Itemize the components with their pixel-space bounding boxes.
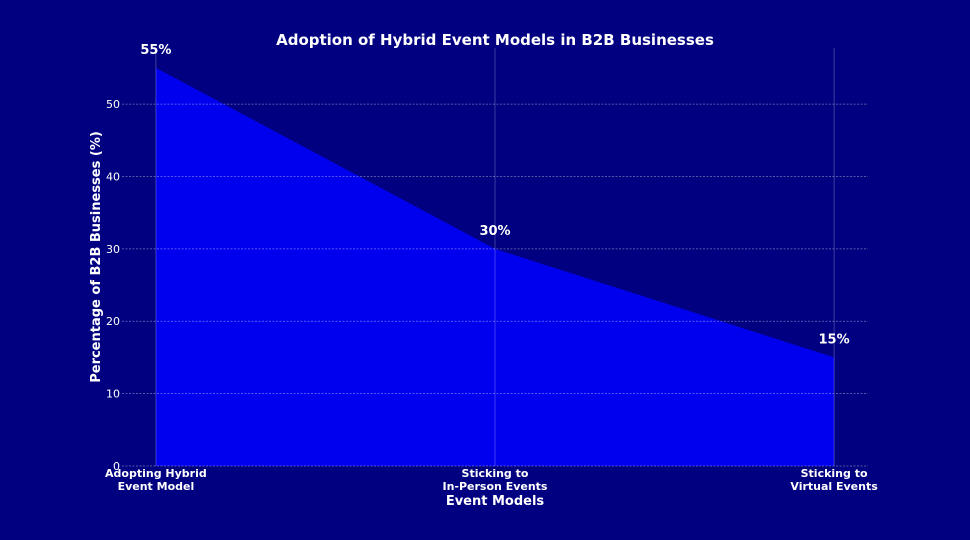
x-tick-label: Sticking to Virtual Events (790, 467, 878, 493)
area (155, 67, 835, 467)
value-label: 15% (819, 332, 850, 347)
y-axis-label: Percentage of B2B Businesses (%) (89, 131, 104, 383)
y-tick-label: 30 (106, 243, 120, 256)
value-label: 30% (479, 224, 510, 239)
y-tick-label: 10 (106, 388, 120, 401)
value-label: 55% (140, 43, 171, 58)
y-tick-label: 40 (106, 170, 120, 183)
x-axis-label: Event Models (446, 494, 545, 509)
y-tick-label: 0 (113, 460, 120, 473)
x-tick-label: Adopting Hybrid Event Model (105, 467, 207, 493)
x-tick-label: Sticking to In-Person Events (443, 467, 548, 493)
y-tick-label: 20 (106, 315, 120, 328)
y-tick-label: 50 (106, 98, 120, 111)
chart-title: Adoption of Hybrid Event Models in B2B B… (276, 31, 714, 49)
